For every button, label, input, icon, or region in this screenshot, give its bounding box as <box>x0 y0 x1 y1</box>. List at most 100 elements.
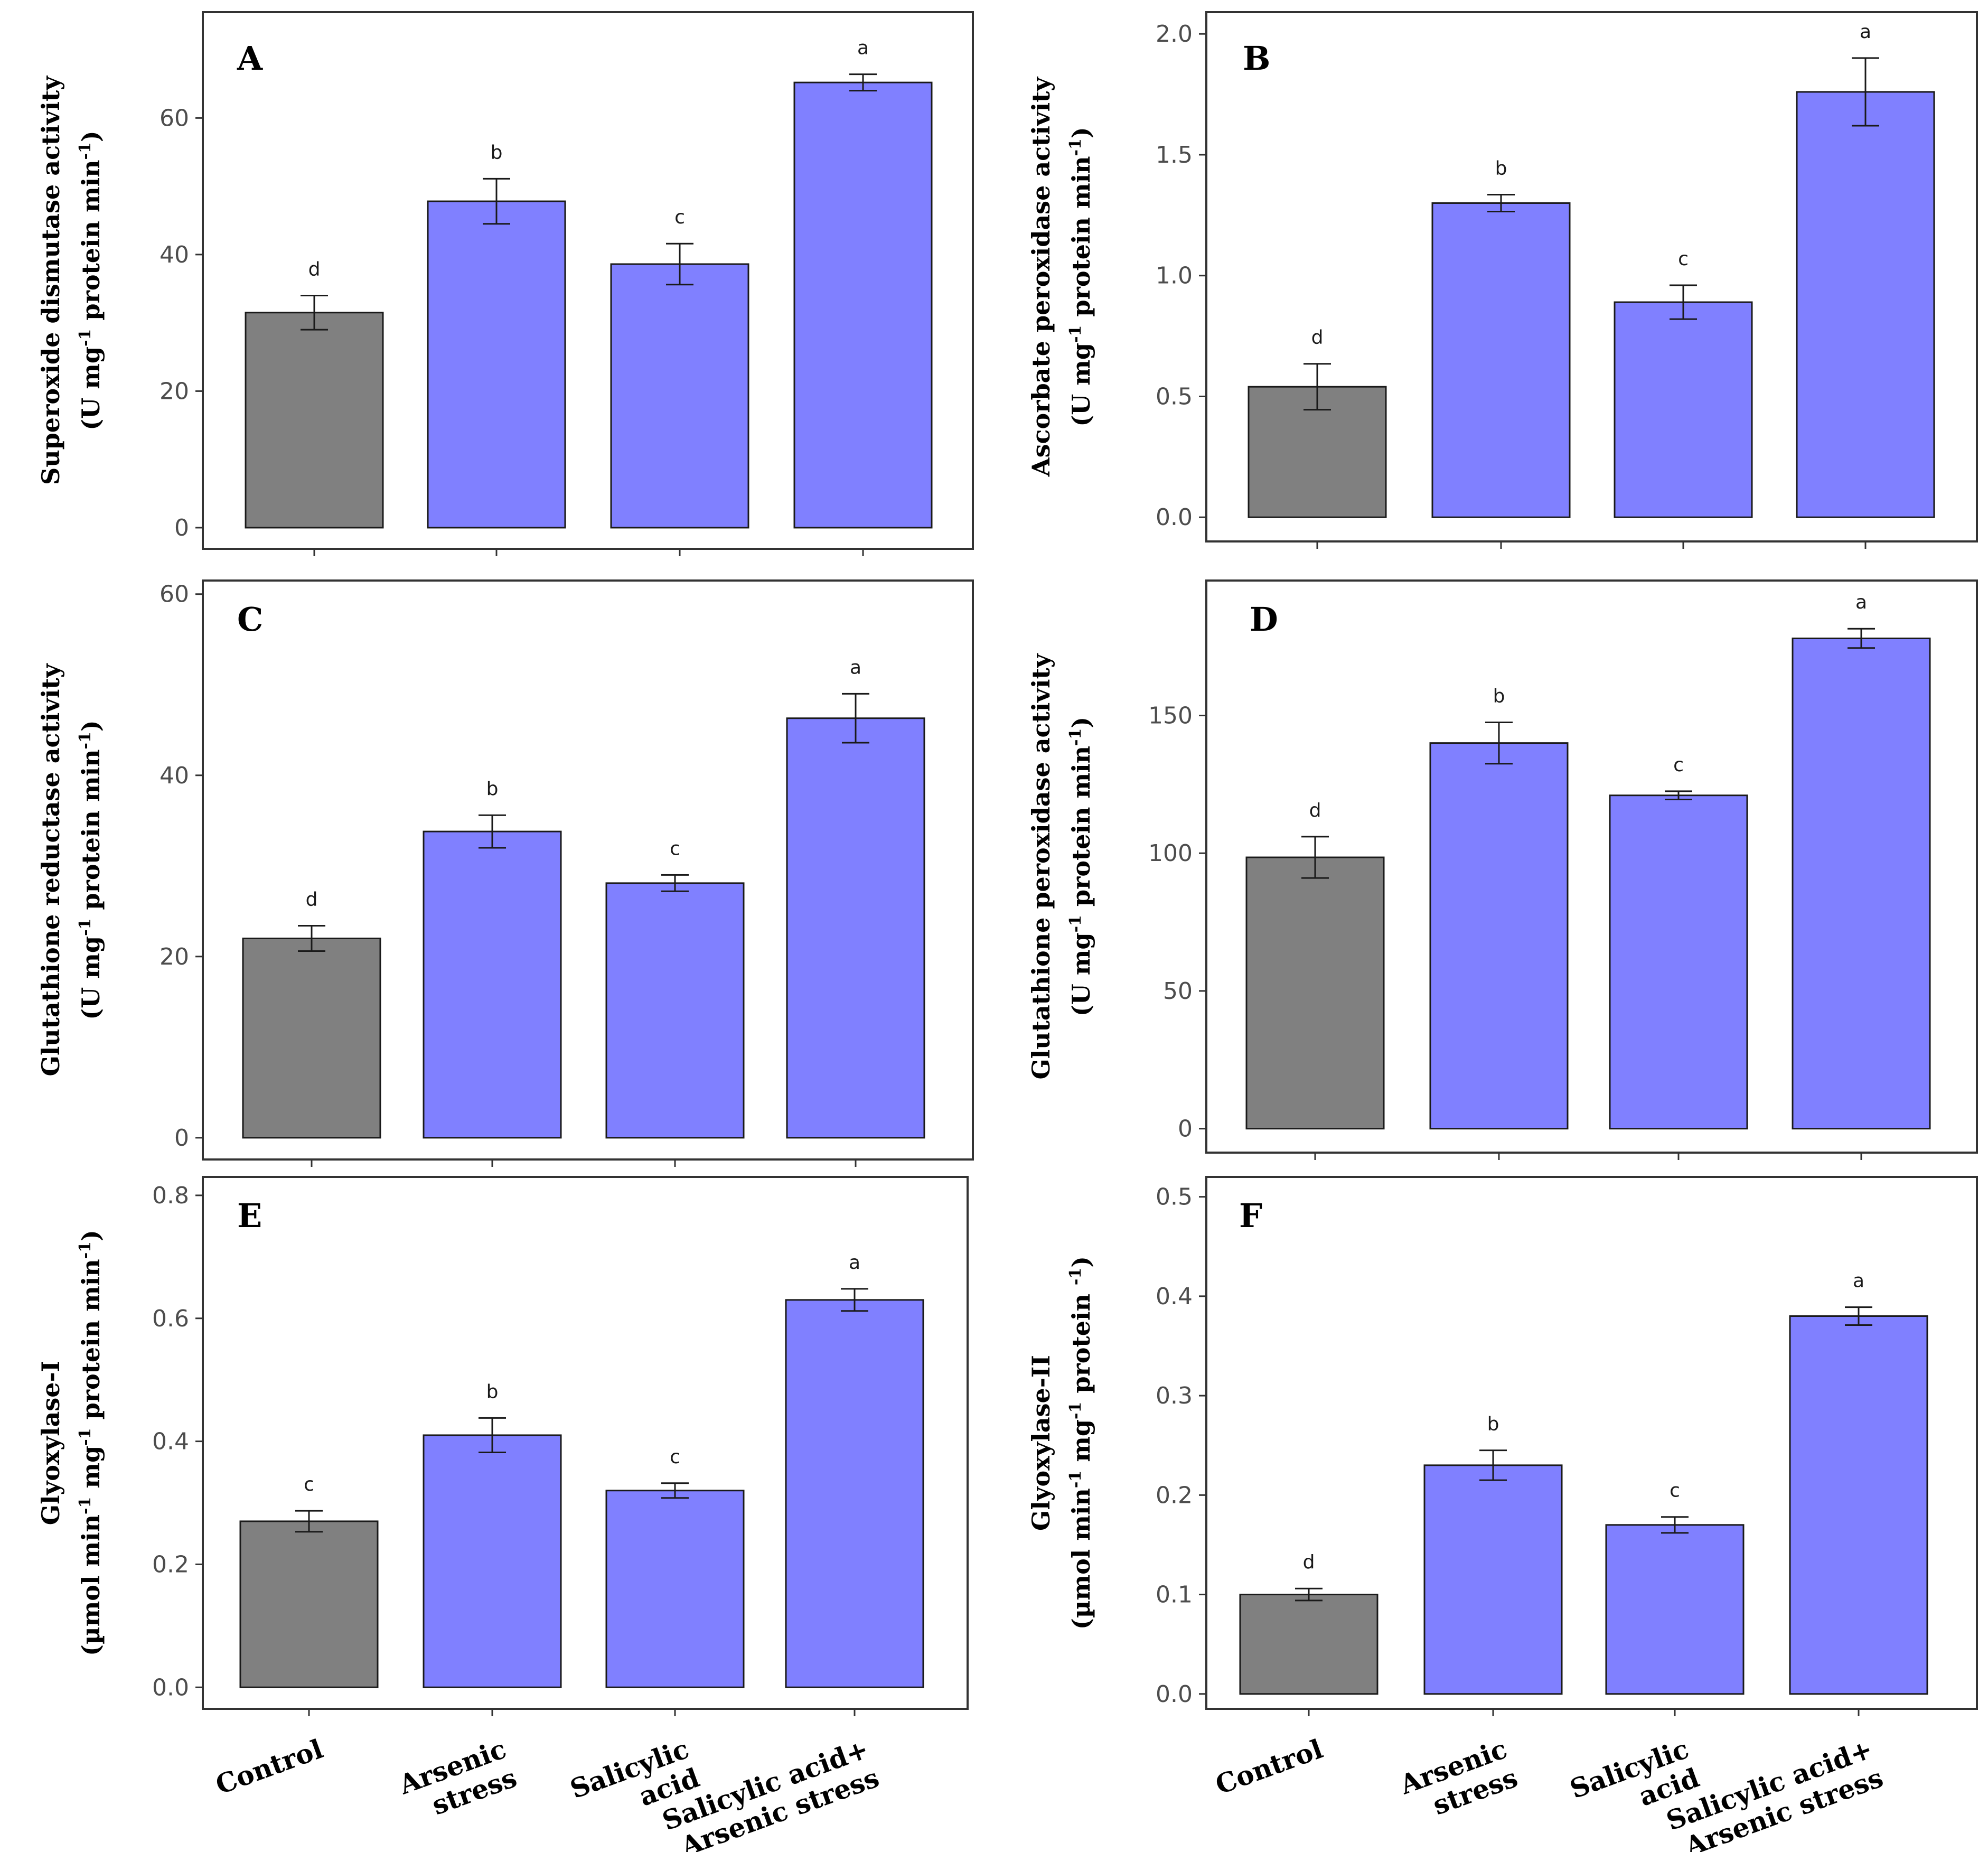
y-tick-label: 50 <box>1163 978 1193 1005</box>
y-tick-label: 0.0 <box>152 1674 189 1701</box>
significance-label: a <box>1860 21 1871 43</box>
panel-a: 0 20 40 60 d b c a A Superoxide dismutase activit… <box>36 11 974 556</box>
y-tick-label: 40 <box>160 762 189 789</box>
y-tick-label: 0 <box>1178 1116 1193 1143</box>
bar-1 <box>242 937 381 1139</box>
bar-3 <box>605 1490 745 1688</box>
plot-frame <box>202 1176 969 1710</box>
y-tick-label: 0.4 <box>1156 1283 1193 1310</box>
y-tick-label: 0.4 <box>152 1428 189 1455</box>
bar-2 <box>427 200 566 529</box>
x-category-label: Control <box>211 1733 327 1801</box>
significance-label: b <box>491 142 503 163</box>
x-axis-labels-f: Control Arsenicstress SalicylicacidSalicyl… <box>1211 1733 1887 1852</box>
significance-label: a <box>857 38 869 59</box>
significance-label: b <box>486 1381 499 1402</box>
significance-label: d <box>1309 800 1321 821</box>
y-tick-label: 60 <box>160 581 189 608</box>
y-axis-title: Glutathione reductase activity <box>36 663 65 1076</box>
bar-4 <box>1796 91 1935 518</box>
significance-label: d <box>1303 1551 1315 1573</box>
significance-label: b <box>486 778 499 800</box>
significance-label: d <box>306 888 318 910</box>
plot-frame <box>202 579 974 1161</box>
panel-letter: D <box>1250 600 1278 639</box>
bar-4 <box>793 81 933 529</box>
y-axis-units: (U mg-1 protein min-1) <box>1066 127 1096 426</box>
y-axis-units: (U mg-1 protein min-1) <box>76 130 106 430</box>
plot-frame <box>1205 11 1978 542</box>
y-tick-label: 0.2 <box>152 1551 189 1578</box>
y-tick-label: 0.1 <box>1156 1582 1193 1608</box>
y-axis-units: (U mg-1 protein min-1) <box>76 720 106 1019</box>
plot-frame <box>202 11 974 550</box>
bar-4 <box>1789 1315 1928 1695</box>
bar-3 <box>1605 1524 1745 1695</box>
y-tick-label: 0.2 <box>1156 1482 1193 1509</box>
bar-2 <box>423 1434 562 1688</box>
y-tick-label: 0.0 <box>1156 504 1193 531</box>
significance-label: b <box>1493 686 1505 707</box>
panel-letter: A <box>237 39 263 78</box>
bar-2 <box>1429 742 1569 1130</box>
bar-1 <box>245 312 384 529</box>
panel-f: 0.0 0.1 0.2 0.3 0.4 0.5 d b c a F Glyoxylase-II (µmo… <box>1027 1176 1978 1716</box>
y-tick-label: 2.0 <box>1156 21 1193 48</box>
y-tick-label: 40 <box>160 241 189 268</box>
y-axis-title: Glyoxylase-I <box>36 1361 65 1525</box>
x-category-label: Control <box>1211 1733 1327 1801</box>
y-tick-label: 0 <box>174 515 189 541</box>
bar-4 <box>785 1299 924 1688</box>
bar-3 <box>1614 301 1753 518</box>
y-axis-title: Glutathione peroxidase activity <box>1027 653 1055 1079</box>
x-axis-labels-e: Control Arsenicstress SalicylicacidSalicyl… <box>211 1733 883 1852</box>
y-tick-label: 0.8 <box>152 1182 189 1209</box>
y-axis-units: (U mg-1 protein min-1) <box>1066 717 1096 1016</box>
panel-e: 0.0 0.2 0.4 0.6 0.8 c b c a E Glyoxylase-I (µmol mi… <box>36 1176 969 1716</box>
y-tick-label: 0 <box>174 1125 189 1152</box>
y-tick-label: 0.3 <box>1156 1382 1193 1409</box>
panel-c: 0 20 40 60 d b c a C Glutathione reductase activi… <box>36 579 974 1167</box>
panel-letter: F <box>1239 1196 1262 1235</box>
significance-label: a <box>849 1252 860 1274</box>
significance-label: c <box>1678 248 1689 270</box>
y-tick-label: 60 <box>160 105 189 132</box>
significance-label: c <box>670 838 680 859</box>
y-tick-label: 100 <box>1148 840 1193 867</box>
bar-2 <box>1431 202 1571 518</box>
y-axis-title: Ascorbate peroxidase activity <box>1027 77 1055 477</box>
significance-label: b <box>1487 1414 1499 1435</box>
significance-label: c <box>304 1474 314 1495</box>
panel-d: 0 50 100 150 d b c a D Glutathione peroxidase act… <box>1027 579 1978 1160</box>
panel-b: 0.0 0.5 1.0 1.5 2.0 d b c a B Ascorbate peroxidase… <box>1027 11 1978 549</box>
panel-letter: E <box>237 1196 262 1235</box>
y-tick-label: 150 <box>1148 702 1193 729</box>
y-tick-label: 20 <box>160 378 189 405</box>
bar-1 <box>1245 856 1385 1130</box>
x-category-label: Arsenicstress <box>395 1733 521 1829</box>
significance-label: d <box>308 258 321 280</box>
y-tick-label: 20 <box>160 943 189 970</box>
y-axis-title: Superoxide dismutase activity <box>36 76 65 485</box>
bar-1 <box>239 1520 379 1688</box>
bar-2 <box>423 830 562 1139</box>
significance-label: a <box>850 657 861 678</box>
y-tick-label: 0.5 <box>1156 383 1193 410</box>
significance-label: d <box>1311 327 1324 349</box>
y-tick-label: 0.5 <box>1156 1184 1193 1211</box>
significance-label: c <box>1670 1480 1680 1502</box>
y-axis-units: (µmol min-1 mg-1 protein min-1) <box>76 1230 106 1656</box>
significance-label: a <box>1853 1270 1864 1292</box>
significance-label: b <box>1495 157 1507 179</box>
bar-3 <box>605 882 745 1139</box>
panel-letter: C <box>237 600 263 639</box>
y-axis-title: Glyoxylase-II <box>1027 1355 1055 1531</box>
bar-4 <box>1792 637 1931 1130</box>
significance-label: a <box>1855 592 1867 613</box>
bar-4 <box>786 717 925 1139</box>
panel-letter: B <box>1243 39 1270 78</box>
bar-2 <box>1423 1464 1563 1695</box>
y-axis-units: (µmol min-1 mg-1 protein -1) <box>1066 1256 1096 1630</box>
significance-label: c <box>674 207 685 228</box>
